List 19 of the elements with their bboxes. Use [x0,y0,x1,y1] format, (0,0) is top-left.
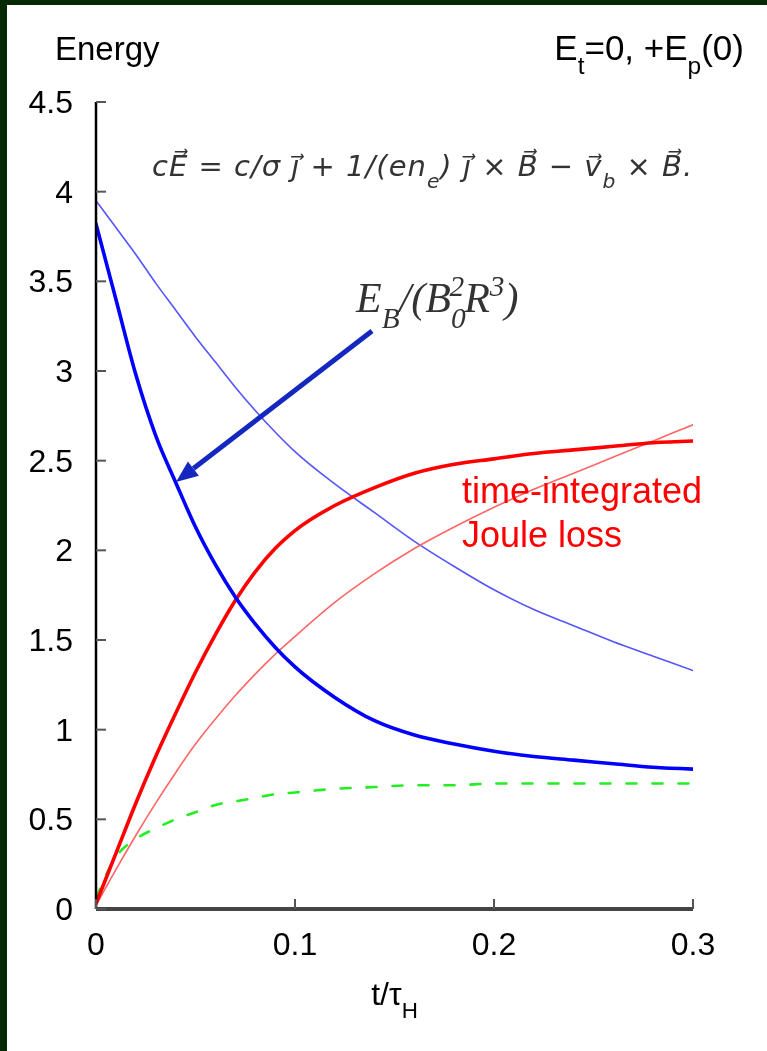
y-tick-label: 0 [55,891,73,927]
y-tick-label: 2.5 [28,442,73,479]
x-tick-label: 0 [87,926,105,962]
y-tick-label: 2 [55,532,73,569]
x-axis-title: t/τ$_{H}$ [371,976,418,1023]
x-tick-label: 0.3 [670,926,716,962]
y-tick-label: 4 [55,173,73,210]
annotation: E$_{B}$/(B$_{0}$$^{2}$R$^{3}$) [355,270,519,334]
y-tick-label: 0.5 [28,801,73,838]
x-tick-label: 0.2 [471,926,517,962]
x-tick-label: 0.1 [272,926,318,962]
y-tick-label: 1 [55,711,73,748]
y-tick-label: 1.5 [28,622,73,658]
chart-title: E$_{t}$=0, +E$_{p}$(0) [554,28,744,79]
annotation: cE⃗ = c/σ j⃗ + 1/(en$_{e}$) j⃗ × B⃗ − v⃗$_{b}$ × B⃗. [152,147,694,193]
y-tick-label: 4.5 [28,84,73,120]
y-tick-label: 3 [55,353,73,389]
y-axis-title: Energy [55,30,161,67]
y-tick-label: 3.5 [28,263,73,300]
